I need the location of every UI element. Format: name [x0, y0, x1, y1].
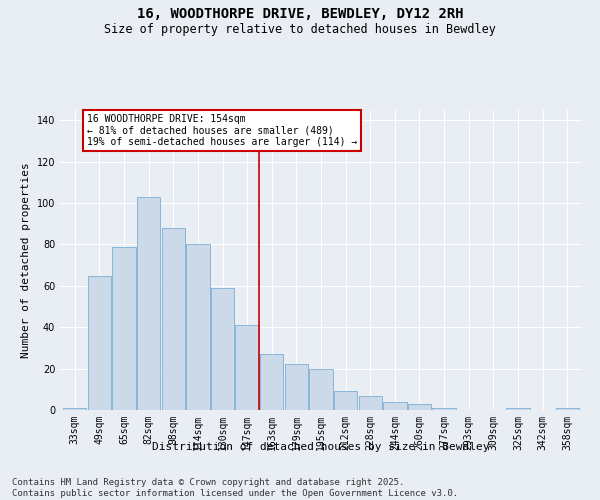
- Bar: [88, 276, 111, 410]
- Bar: [334, 392, 358, 410]
- Bar: [408, 404, 431, 410]
- Bar: [310, 368, 332, 410]
- Bar: [186, 244, 209, 410]
- Bar: [235, 325, 259, 410]
- Bar: [211, 288, 234, 410]
- Bar: [260, 354, 283, 410]
- Text: Contains HM Land Registry data © Crown copyright and database right 2025.
Contai: Contains HM Land Registry data © Crown c…: [12, 478, 458, 498]
- Bar: [556, 408, 579, 410]
- Text: Distribution of detached houses by size in Bewdley: Distribution of detached houses by size …: [152, 442, 490, 452]
- Text: 16 WOODTHORPE DRIVE: 154sqm
← 81% of detached houses are smaller (489)
19% of se: 16 WOODTHORPE DRIVE: 154sqm ← 81% of det…: [87, 114, 358, 148]
- Text: 16, WOODTHORPE DRIVE, BEWDLEY, DY12 2RH: 16, WOODTHORPE DRIVE, BEWDLEY, DY12 2RH: [137, 8, 463, 22]
- Bar: [63, 408, 86, 410]
- Bar: [433, 408, 456, 410]
- Bar: [284, 364, 308, 410]
- Text: Size of property relative to detached houses in Bewdley: Size of property relative to detached ho…: [104, 22, 496, 36]
- Bar: [137, 197, 160, 410]
- Bar: [161, 228, 185, 410]
- Bar: [112, 246, 136, 410]
- Bar: [359, 396, 382, 410]
- Bar: [383, 402, 407, 410]
- Bar: [506, 408, 530, 410]
- Y-axis label: Number of detached properties: Number of detached properties: [21, 162, 31, 358]
